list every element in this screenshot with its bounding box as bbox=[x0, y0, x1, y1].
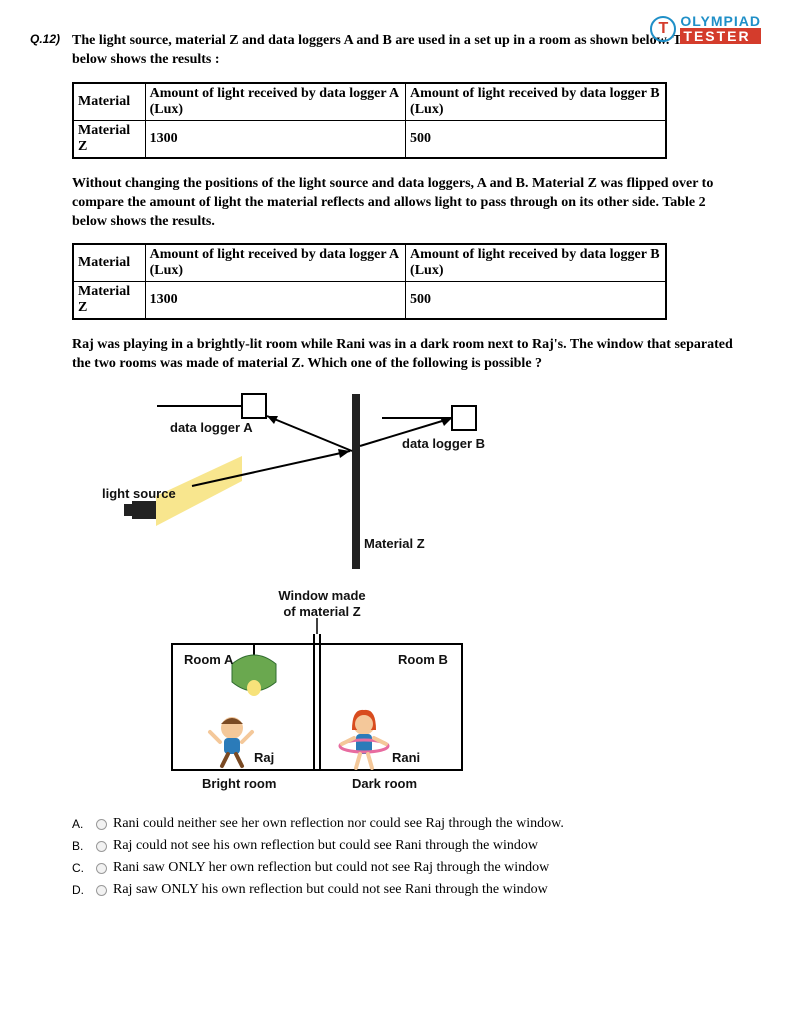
label-rani: Rani bbox=[392, 750, 420, 765]
option-letter: D. bbox=[72, 883, 90, 897]
table-header: Amount of light received by data logger … bbox=[145, 83, 405, 121]
label-room-b: Room B bbox=[398, 652, 448, 667]
option-letter: B. bbox=[72, 839, 90, 853]
option-letter: C. bbox=[72, 861, 90, 875]
radio-icon[interactable] bbox=[96, 841, 107, 852]
radio-icon[interactable] bbox=[96, 863, 107, 874]
paragraph-3: Raj was playing in a brightly-lit room w… bbox=[72, 336, 741, 374]
logo-circle-icon: T bbox=[650, 16, 676, 42]
table-cell: 500 bbox=[406, 120, 666, 158]
paragraph-1: The light source, material Z and data lo… bbox=[72, 32, 741, 70]
table-cell: 1300 bbox=[145, 120, 405, 158]
table-header: Material bbox=[73, 83, 145, 121]
brand-logo: T OLYMPIAD TESTER bbox=[650, 14, 761, 44]
table-row: Material Z 1300 500 bbox=[73, 120, 666, 158]
label-window-2: of material Z bbox=[272, 604, 372, 619]
answer-options: A. Rani could neither see her own reflec… bbox=[72, 816, 741, 898]
label-raj: Raj bbox=[254, 750, 274, 765]
label-material-z: Material Z bbox=[364, 536, 425, 551]
option-text: Raj saw ONLY his own reflection but coul… bbox=[113, 882, 548, 898]
table-header: Amount of light received by data logger … bbox=[145, 244, 405, 282]
option-d[interactable]: D. Raj saw ONLY his own reflection but c… bbox=[72, 882, 741, 898]
table-cell: Material Z bbox=[73, 120, 145, 158]
table-row: Material Z 1300 500 bbox=[73, 282, 666, 320]
table-1: Material Amount of light received by dat… bbox=[72, 82, 667, 159]
label-window-1: Window made bbox=[272, 588, 372, 603]
table-header: Amount of light received by data logger … bbox=[406, 244, 666, 282]
option-text: Raj could not see his own reflection but… bbox=[113, 838, 538, 854]
option-text: Rani could neither see her own reflectio… bbox=[113, 816, 564, 832]
option-c[interactable]: C. Rani saw ONLY her own reflection but … bbox=[72, 860, 741, 876]
logo-top: OLYMPIAD bbox=[680, 14, 761, 28]
logo-bottom: TESTER bbox=[680, 28, 761, 44]
table-header: Amount of light received by data logger … bbox=[406, 83, 666, 121]
paragraph-2: Without changing the positions of the li… bbox=[72, 175, 741, 232]
option-a[interactable]: A. Rani could neither see her own reflec… bbox=[72, 816, 741, 832]
label-bright-room: Bright room bbox=[202, 776, 276, 791]
option-text: Rani saw ONLY her own reflection but cou… bbox=[113, 860, 549, 876]
table-cell: 1300 bbox=[145, 282, 405, 320]
logo-text: OLYMPIAD TESTER bbox=[680, 14, 761, 44]
table-header: Material bbox=[73, 244, 145, 282]
table-cell: 500 bbox=[406, 282, 666, 320]
label-data-logger-a: data logger A bbox=[170, 420, 253, 435]
label-room-a: Room A bbox=[184, 652, 233, 667]
question-number: Q.12) bbox=[30, 32, 60, 46]
option-letter: A. bbox=[72, 817, 90, 831]
label-data-logger-b: data logger B bbox=[402, 436, 485, 451]
question-content: The light source, material Z and data lo… bbox=[72, 24, 741, 898]
option-b[interactable]: B. Raj could not see his own reflection … bbox=[72, 838, 741, 854]
table-cell: Material Z bbox=[73, 282, 145, 320]
label-light-source: light source bbox=[102, 486, 176, 501]
table-row: Material Amount of light received by dat… bbox=[73, 244, 666, 282]
radio-icon[interactable] bbox=[96, 885, 107, 896]
experiment-diagram: data logger A data logger B light source… bbox=[102, 386, 542, 806]
table-2: Material Amount of light received by dat… bbox=[72, 243, 667, 320]
table-row: Material Amount of light received by dat… bbox=[73, 83, 666, 121]
radio-icon[interactable] bbox=[96, 819, 107, 830]
label-dark-room: Dark room bbox=[352, 776, 417, 791]
